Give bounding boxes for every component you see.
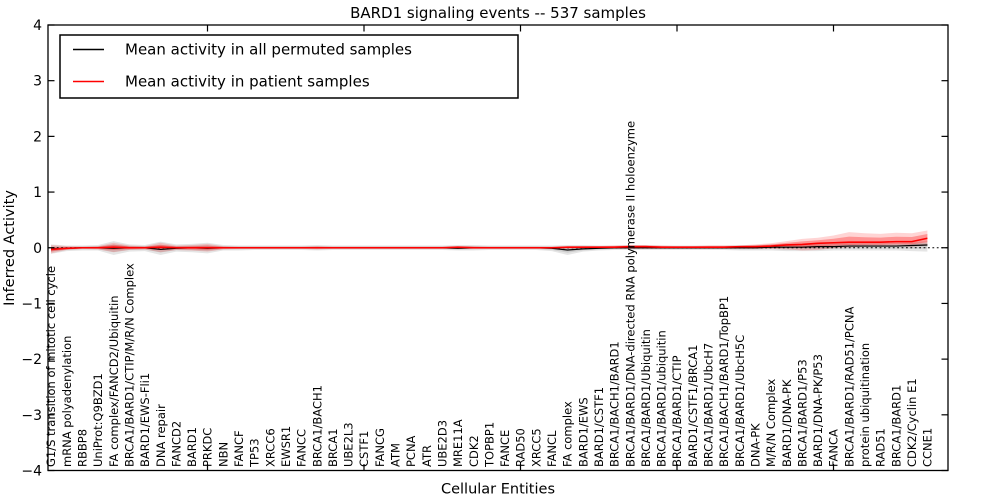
x-category-label: PCNA — [404, 435, 418, 467]
x-category-label: XRCC5 — [529, 428, 543, 467]
x-category-label: BRCA1/BARD1/CTIP/M/R/N Complex — [122, 263, 136, 467]
x-category-label: BARD1/DNA-PK/P53 — [811, 354, 825, 467]
x-category-label: M/R/N Complex — [764, 378, 778, 467]
x-category-label: BRCA1/BARD1/RAD51/PCNA — [842, 306, 856, 467]
x-category-label: BRCA1 — [326, 428, 340, 467]
x-category-label: RAD51 — [874, 428, 888, 467]
x-category-label: EWSR1 — [279, 426, 293, 467]
x-category-label: G1/S transition of mitotic cell cycle — [44, 266, 58, 467]
x-category-label: UBE2L3 — [342, 422, 356, 467]
series-lines — [50, 237, 928, 251]
x-category-label: BARD1/EWS — [576, 397, 590, 467]
x-category-label: CCNE1 — [921, 428, 935, 467]
y-tick-label: −1 — [21, 296, 42, 312]
chart-title: BARD1 signaling events -- 537 samples — [350, 4, 646, 22]
x-category-label: BARD1/EWS-Fli1 — [138, 373, 152, 467]
x-category-label: protein ubiquitination — [858, 343, 872, 467]
y-tick-labels: 4 3 2 1 0 −1 −2 −3 −4 — [21, 18, 42, 480]
x-category-label: BRCA1/BARD1/UbcH5C — [733, 335, 747, 467]
x-category-label: BRCA1/BARD1/Ubiquitin — [639, 329, 653, 467]
legend-box — [59, 34, 519, 99]
x-category-label: BRCA1/BARD1/CTIP — [670, 355, 684, 467]
y-tick-label: 0 — [33, 241, 42, 257]
legend: Mean activity in all permuted samples Me… — [59, 34, 519, 99]
x-axis-label: Cellular Entities — [441, 482, 555, 498]
y-tick-label: −2 — [21, 352, 42, 368]
x-category-label: CDK2 — [467, 435, 481, 467]
x-category-label: NBN — [216, 442, 230, 467]
x-category-label: UniProt:Q9BZD1 — [91, 373, 105, 467]
legend-patient-label: Mean activity in patient samples — [125, 73, 370, 91]
x-category-label: BRCA1/BARD1 — [889, 385, 903, 467]
x-category-label: FANCE — [498, 430, 512, 467]
x-category-label: RBBP8 — [76, 429, 90, 467]
x-category-label: ATR — [420, 445, 434, 467]
x-category-label: BRCA1/BARD1/DNA-directed RNA polymerase … — [623, 121, 637, 467]
x-category-label: FA complex/FANCD2/Ubiquitin — [107, 296, 121, 467]
x-category-label: ATM — [389, 443, 403, 467]
x-category-label: XRCC6 — [263, 428, 277, 467]
x-category-label: UBE2D3 — [435, 420, 449, 467]
y-tick-label: 3 — [33, 74, 42, 90]
y-axis-label: Inferred Activity — [2, 190, 18, 306]
x-category-label: BARD1 — [185, 427, 199, 467]
x-category-label: PRKDC — [201, 428, 215, 467]
y-tick-label: 1 — [33, 185, 42, 201]
confidence-bands — [51, 230, 928, 255]
x-category-label: FANCG — [373, 428, 387, 467]
x-category-label: BRCA1/BACH1/BARD1 — [608, 341, 622, 467]
x-category-label: DNA repair — [154, 404, 168, 467]
x-category-label: RAD50 — [514, 428, 528, 467]
y-tick-label: 4 — [33, 18, 42, 34]
x-category-label: BARD1/DNA-PK — [780, 379, 794, 467]
x-category-label: TP53 — [248, 438, 262, 468]
x-category-label: FA complex — [561, 401, 575, 467]
y-tick-label: −4 — [21, 464, 42, 480]
x-category-label: BRCA1/BARD1/ubiquitin — [655, 330, 669, 467]
x-category-label: mRNA polyadenylation — [60, 336, 74, 467]
y-tick-label: 2 — [33, 129, 42, 145]
legend-permuted-label: Mean activity in all permuted samples — [125, 41, 412, 59]
x-category-label: DNA-PK — [748, 423, 762, 467]
patient-mean-line — [50, 237, 928, 251]
x-category-labels: G1/S transition of mitotic cell cycle mRN… — [44, 121, 934, 468]
x-category-label: BRCA1/BACH1 — [310, 385, 324, 467]
x-category-label: CSTF1 — [357, 431, 371, 467]
x-category-label: BRCA1/BARD1/UbcH7 — [702, 343, 716, 467]
x-category-label: FANCD2 — [169, 421, 183, 467]
x-category-label: FANCC — [295, 429, 309, 467]
x-category-label: FANCL — [545, 430, 559, 467]
x-category-label: BRCA1/BACH1/BARD1/TopBP1 — [717, 296, 731, 467]
x-category-label: FANCF — [232, 430, 246, 467]
x-category-label: CDK2/Cyclin E1 — [905, 378, 919, 467]
axes — [47, 24, 949, 472]
x-category-label: BRCA1/BARD1/P53 — [795, 359, 809, 467]
x-category-label: MRE11A — [451, 419, 465, 467]
x-category-label: BARD1/CSTF1 — [592, 387, 606, 467]
x-category-label: FANCA — [827, 429, 841, 467]
x-category-label: BARD1/CSTF1/BRCA1 — [686, 345, 700, 467]
y-tick-label: −3 — [21, 408, 42, 424]
x-category-label: TOPBP1 — [482, 422, 496, 468]
